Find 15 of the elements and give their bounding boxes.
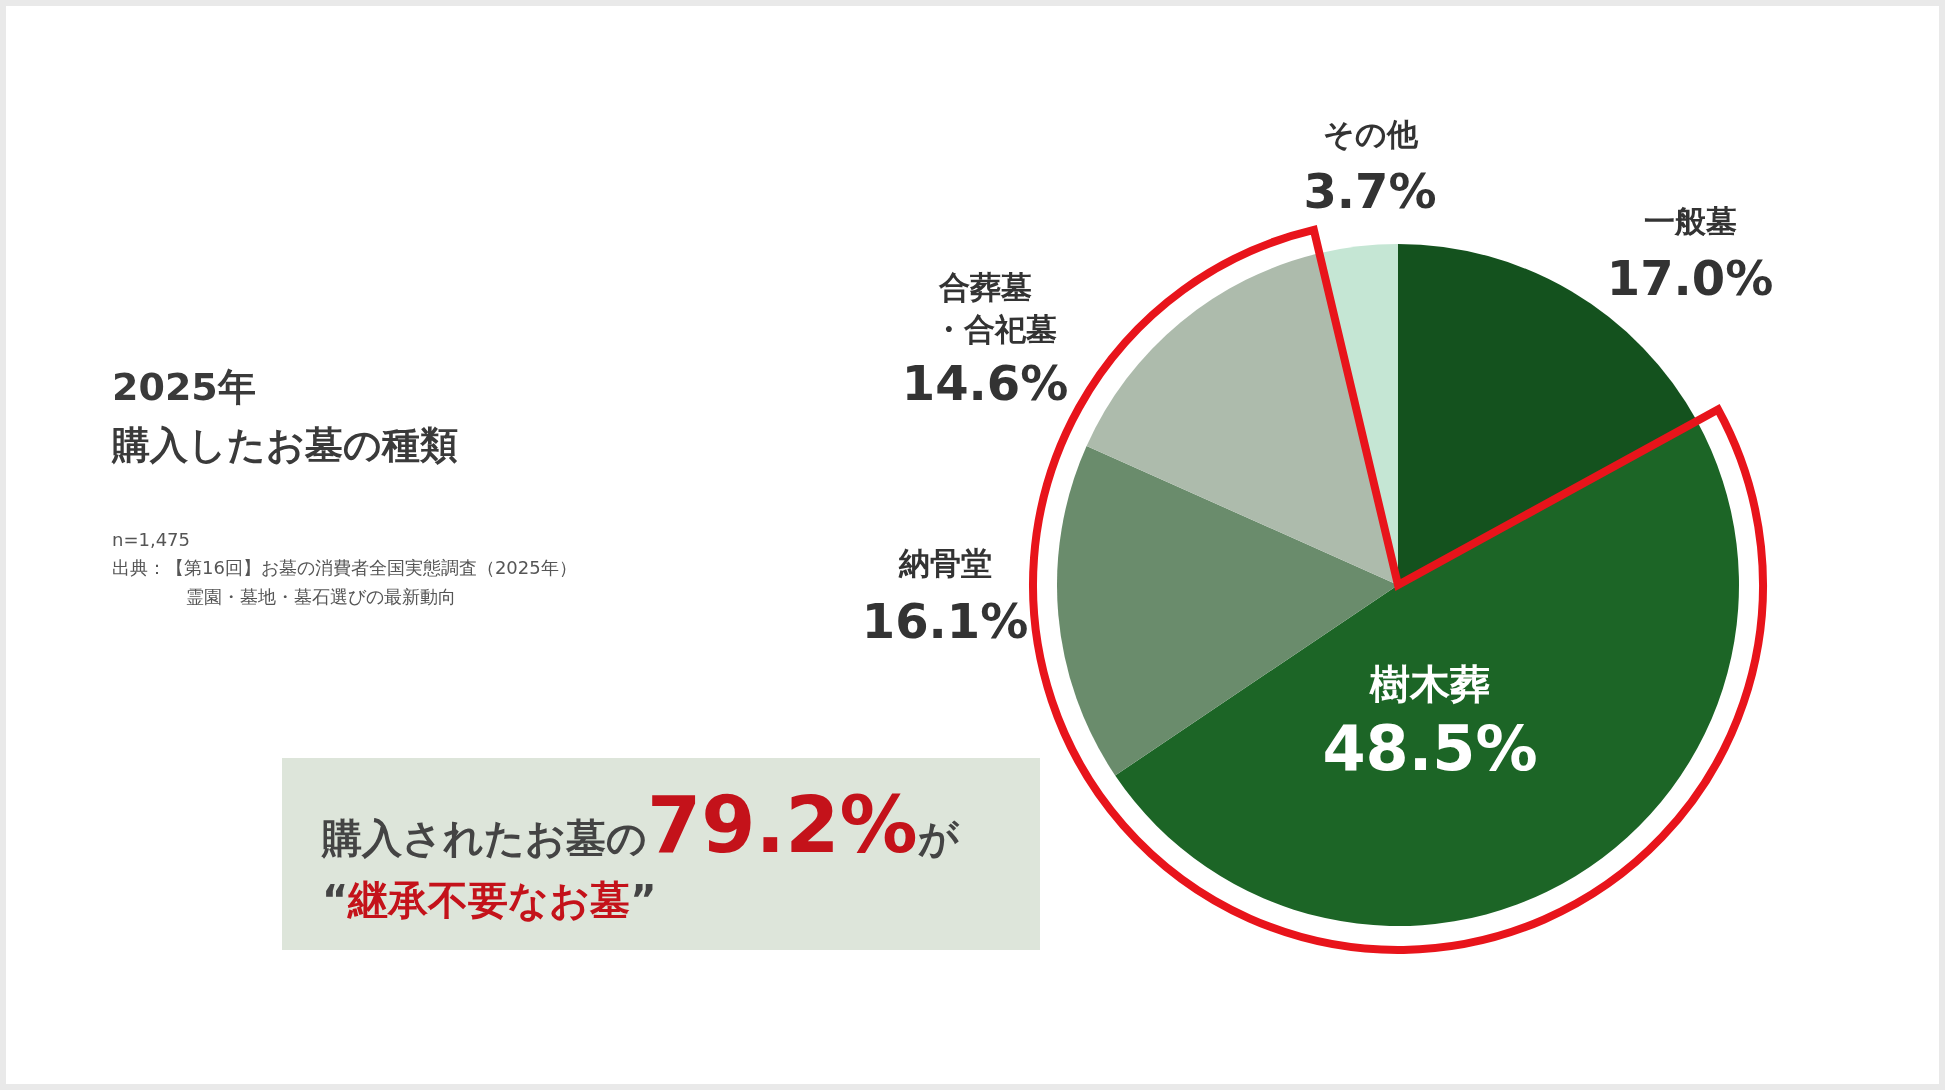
slice-label: 合葬墓・合祀墓	[933, 269, 1057, 347]
data-label: 14.6%	[901, 355, 1069, 411]
slice-label: 樹木葬	[1369, 661, 1490, 707]
slice-label: その他	[1322, 116, 1419, 152]
data-label: 16.1%	[861, 593, 1029, 649]
slice-label: 納骨堂	[897, 545, 992, 581]
text: 2025年購入したお墓の種類	[111, 365, 458, 467]
data-label: 17.0%	[1606, 250, 1774, 306]
text: “継承不要なお墓”	[322, 877, 657, 923]
text: n=1,475	[112, 529, 191, 550]
source-note: 出典：【第16回】お墓の消費者全国実態調査（2025年）霊園・墓地・墓石選びの最新動向	[112, 557, 577, 607]
data-label: 48.5%	[1322, 712, 1538, 785]
slice-label: 一般墓	[1643, 203, 1737, 239]
text: 購入されたお墓の79.2%が	[321, 780, 960, 870]
data-label: 3.7%	[1303, 163, 1437, 219]
